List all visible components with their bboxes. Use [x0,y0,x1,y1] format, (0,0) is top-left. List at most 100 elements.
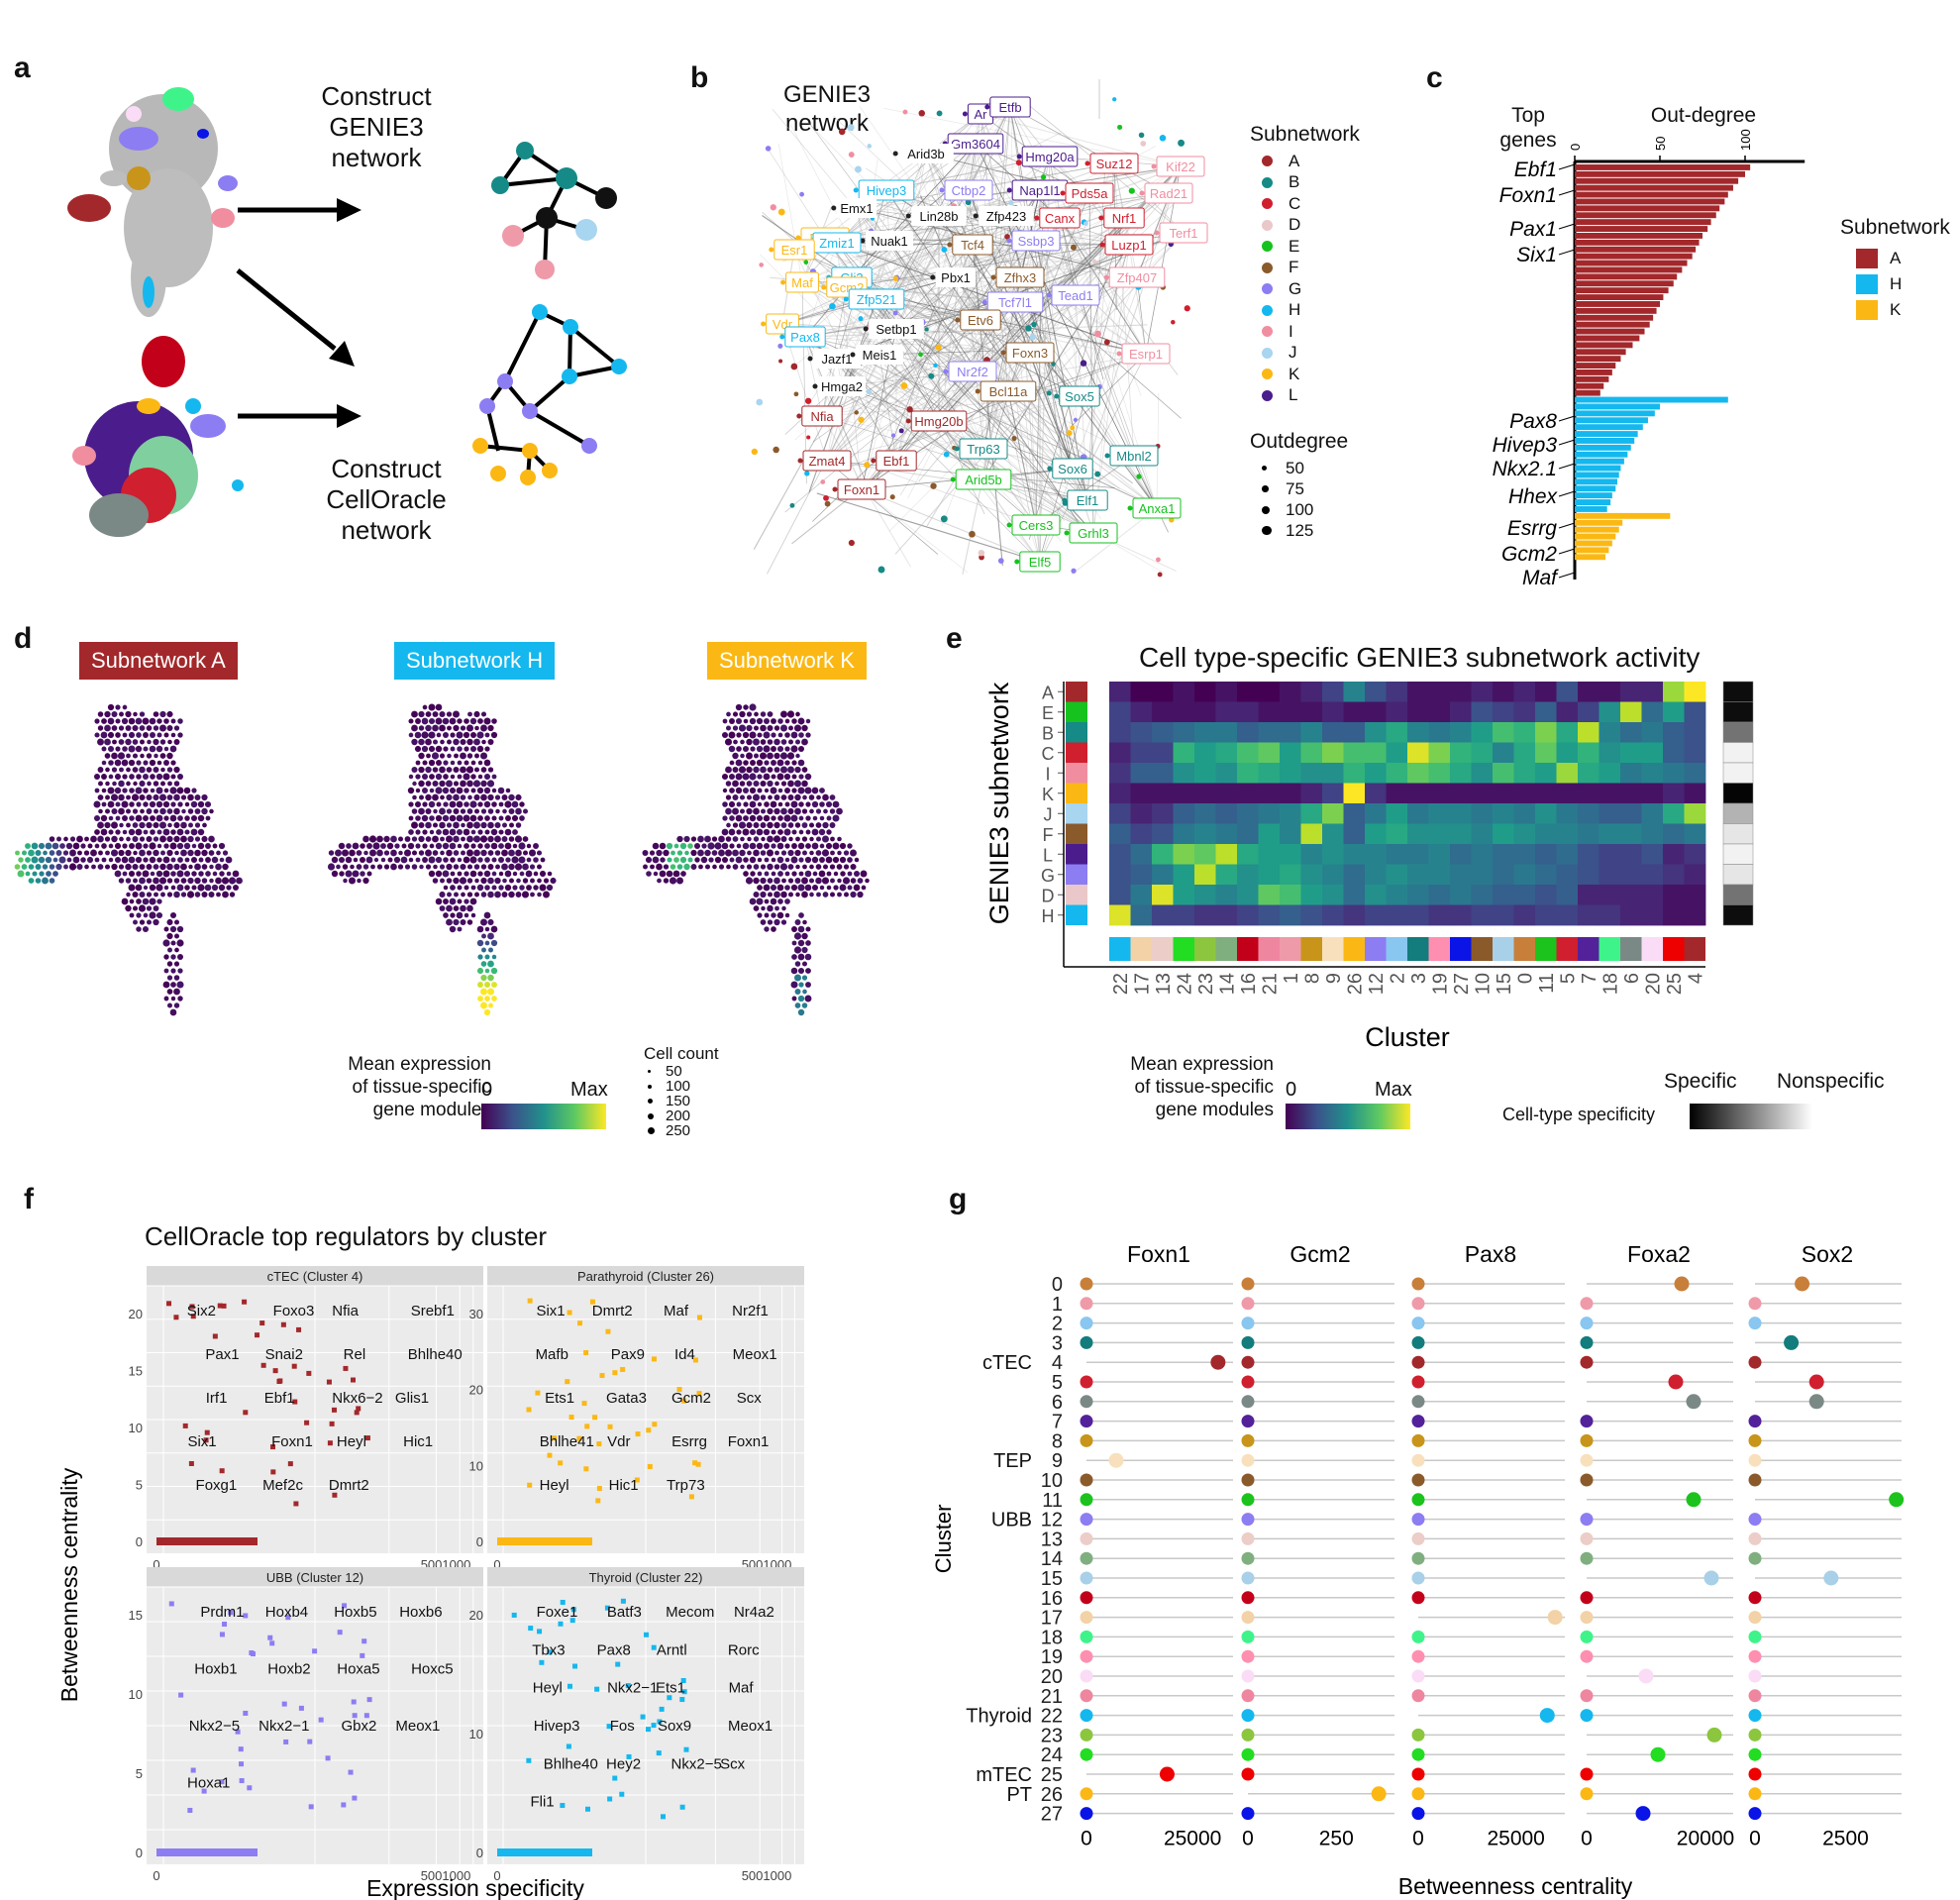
y-tick-label: 0 [136,1534,143,1549]
lollipop-point [1748,1807,1762,1821]
umap-cell-dot [767,835,774,843]
regulator-label: Hivep3 [534,1718,580,1735]
network-node [1066,430,1073,437]
umap-cell-dot [107,731,115,739]
umap-cell-dot [511,856,519,864]
umap-cell-dot [470,885,476,891]
umap-cell-dot [418,752,425,760]
heatmap-cell [1471,722,1494,743]
umap-cell-dot [387,857,393,863]
gene-label-box [986,291,1044,313]
regulator-label: Hoxb4 [265,1604,308,1621]
gene-node-dot [832,486,838,492]
umap-cell-dot [404,864,411,870]
umap-cell-dot [780,822,787,828]
outdegree-legend-item: 100 [1262,499,1348,520]
heatmap-column-label: 17 [1131,973,1153,995]
umap-cell-dot [150,732,155,738]
heatmap-cell [1365,763,1387,784]
umap-cell-dot [101,857,107,863]
x-tick-label: 0 [1581,1827,1593,1849]
umap-cell-dot [83,850,90,856]
umap-cell-dot [533,843,539,849]
umap-cell-dot [128,731,136,739]
umap-cell-dot [480,821,487,829]
regulator-point [201,1788,207,1794]
out-degree-bar [1575,335,1640,342]
umap-cell-dot [746,724,753,732]
heatmap-column-label: 0 [1514,973,1536,984]
network-node [789,502,795,508]
umap-cell-dot [222,891,229,898]
umap-cell-dot [850,863,857,871]
lollipop-point [1411,1591,1425,1605]
umap-cell-dot [197,814,205,822]
d-colorbar [481,1104,606,1129]
umap-cell-dot [763,773,771,781]
umap-cell-dot [180,821,187,829]
specificity-cell [1722,721,1754,743]
umap-cell-dot [711,836,718,842]
heatmap-cell [1130,763,1153,784]
out-degree-bar [1575,424,1643,431]
heatmap-cell [1109,682,1131,702]
out-degree-bar [1575,363,1616,369]
heatmap-cell [1173,844,1195,865]
heatmap-cell [1641,823,1664,845]
umap-cell-dot [457,885,463,891]
umap-cell-dot [412,794,417,800]
umap-cell-dot [80,857,86,863]
umap-cell-dot [480,808,487,814]
label-line: CellOracle [326,484,447,515]
heatmap-cell [1322,904,1344,926]
umap-cell-dot [791,871,797,877]
regulator-label: Arntl [657,1641,687,1658]
heatmap-cell [1428,722,1451,743]
heatmap-cell [1280,823,1301,845]
umap-cell-dot [687,857,693,863]
umap-cell-dot [442,787,450,794]
lollipop-point [1411,1335,1425,1349]
umap-cell-dot [484,746,490,752]
cluster-tick-label: 21 [1041,1686,1063,1708]
umap-cell-dot [714,842,722,850]
network-node [898,428,904,434]
gene-label-box [784,326,826,348]
umap-cell-dot [490,967,498,975]
outdegree-legend-title: Outdegree [1250,430,1349,453]
umap-cell-dot [464,898,469,904]
regulator-label: Ebf1 [264,1390,295,1407]
regulator-point [173,1315,179,1320]
cell-count-label: 50 [666,1063,682,1080]
umap-cell-dot [821,849,830,857]
umap-cell-dot [746,711,753,717]
nonspecific-label: Nonspecific [1777,1070,1885,1093]
umap-cell-dot [173,725,180,731]
gene-node-label: Pds5a [1060,182,1114,204]
umap-cell-dot [135,787,143,794]
out-degree-bar [1575,519,1623,526]
umap-cell-dot [436,829,442,835]
umap-cell-dot [477,996,483,1002]
umap-cell-dot [676,877,683,885]
umap-cell-dot [429,843,435,849]
heatmap-column-label: 25 [1664,973,1686,995]
heatmap-cell [1258,742,1281,764]
umap-cell-dot [183,842,191,850]
gene-label-text: Elf1 [1077,493,1098,508]
umap-cell-dot [721,842,729,850]
umap-cell-dot [793,946,802,954]
umap-cell-dot [174,850,179,856]
zero-points-band [156,1848,258,1856]
cluster-tick-label: 7 [1052,1412,1063,1433]
umap-cell-dot [445,780,454,788]
umap-cell-dot [774,905,779,911]
umap-cell-dot [487,877,494,885]
umap-cell-dot [729,718,735,724]
network-node [1029,334,1036,341]
umap-cell-dot [153,725,159,731]
row-color-swatch [1066,682,1087,702]
umap-cell-dot [126,836,131,842]
umap-cell-dot [757,871,763,877]
